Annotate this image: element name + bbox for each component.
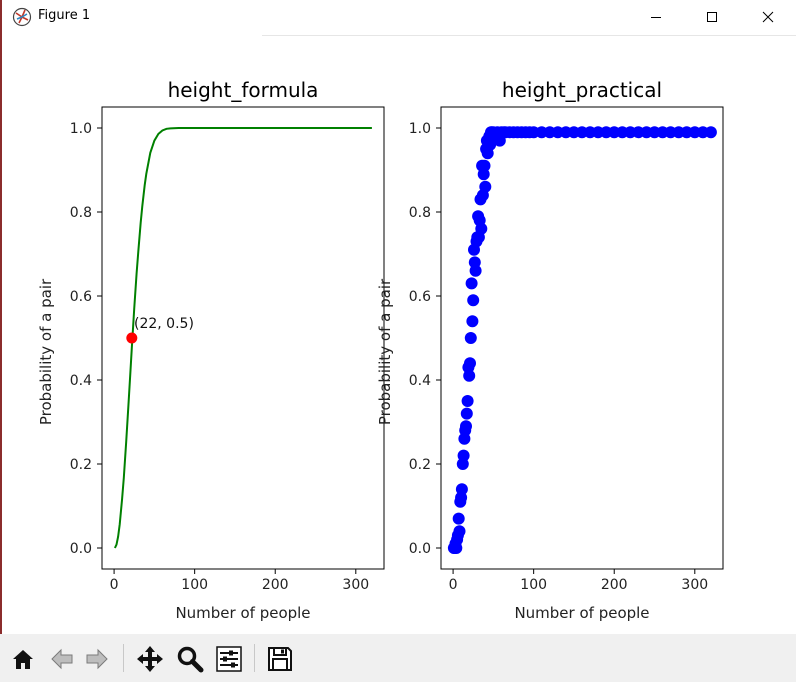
data-point [469,264,482,277]
data-point [460,407,473,420]
data-point [464,332,477,344]
y-tick-label: 0.4 [409,373,431,389]
y-tick-label: 0.4 [70,373,92,389]
data-point [704,126,717,139]
y-tick-label: 0.8 [70,205,92,221]
x-tick-label: 300 [342,577,369,593]
maximize-icon [707,12,717,22]
highlight-marker [126,332,138,344]
figure-svg: height_formula Number of people Probabil… [37,78,724,622]
pan-icon [137,646,163,672]
data-point [452,512,465,525]
data-point [478,159,491,172]
plot-area: 0 100 200 300 0.0 0.2 0.4 0.6 0.8 1.0 [70,106,385,593]
navigation-toolbar [0,634,796,682]
minimize-button[interactable] [628,0,684,34]
title-bar: Figure 1 [2,0,796,34]
app-icon [12,7,32,27]
x-tick-label: 100 [520,577,547,593]
x-axis-label: Number of people [175,604,310,622]
x-tick-label: 200 [601,577,628,593]
series-layer [113,127,372,549]
chart-title: height_formula [168,78,319,102]
y-tick-label: 0.2 [409,457,431,473]
axes-height-practical: height_practical Number of people Probab… [376,78,724,622]
data-point [455,483,468,496]
close-icon [762,11,774,23]
close-button[interactable] [740,0,796,34]
x-tick-label: 0 [449,577,458,593]
y-tick-label: 0.6 [409,289,431,305]
title-divider [262,35,796,36]
home-icon [13,650,33,669]
data-point [453,525,466,538]
x-tick-label: 100 [181,577,208,593]
forward-arrow-icon [86,648,108,670]
configure-subplots-icon [216,646,242,672]
data-point [475,222,488,235]
y-tick-label: 0.0 [409,541,431,557]
data-point [461,395,474,407]
forward-button[interactable] [81,643,113,675]
data-point [463,369,476,382]
series-line [113,127,372,549]
save-button[interactable] [264,643,296,675]
toolbar-separator [254,644,255,672]
back-button[interactable] [46,643,78,675]
y-axis-label: Probability of a pair [376,278,394,425]
plot-area: 0 100 200 300 0.0 0.2 0.4 0.6 0.8 1.0 [409,106,724,593]
y-tick-label: 1.0 [70,121,92,137]
data-point [465,277,478,290]
save-icon [268,647,292,671]
data-point [467,294,480,307]
data-point [466,315,479,328]
x-axis-label: Number of people [514,604,649,622]
axes-frame [440,106,724,570]
point-annotation: (22, 0.5) [134,316,194,332]
y-tick-label: 0.8 [409,205,431,221]
y-tick-label: 0.2 [70,457,92,473]
figure-canvas: height_formula Number of people Probabil… [2,36,796,632]
y-tick-label: 1.0 [409,121,431,137]
x-tick-label: 0 [110,577,119,593]
x-tick-label: 300 [681,577,708,593]
data-point [460,420,472,433]
pan-button[interactable] [134,643,166,675]
configure-subplots-button[interactable] [213,643,245,675]
back-arrow-icon [51,648,73,670]
window-left-edge [0,0,2,682]
x-tick-label: 200 [262,577,289,593]
home-button[interactable] [7,643,39,675]
zoom-button[interactable] [174,643,206,675]
y-axis-label: Probability of a pair [37,278,55,425]
y-tick-label: 0.6 [70,289,92,305]
series-layer [447,126,717,554]
axes-frame [101,106,385,570]
y-tick-label: 0.0 [70,541,92,557]
data-point [479,180,492,193]
data-point [457,449,470,462]
toolbar-separator [123,644,124,672]
zoom-icon [177,646,204,673]
maximize-button[interactable] [684,0,740,34]
chart-title: height_practical [502,78,662,102]
data-point [464,357,476,370]
window-title: Figure 1 [38,8,91,23]
minimize-icon [651,17,661,18]
axes-height-formula: height_formula Number of people Probabil… [37,78,385,622]
